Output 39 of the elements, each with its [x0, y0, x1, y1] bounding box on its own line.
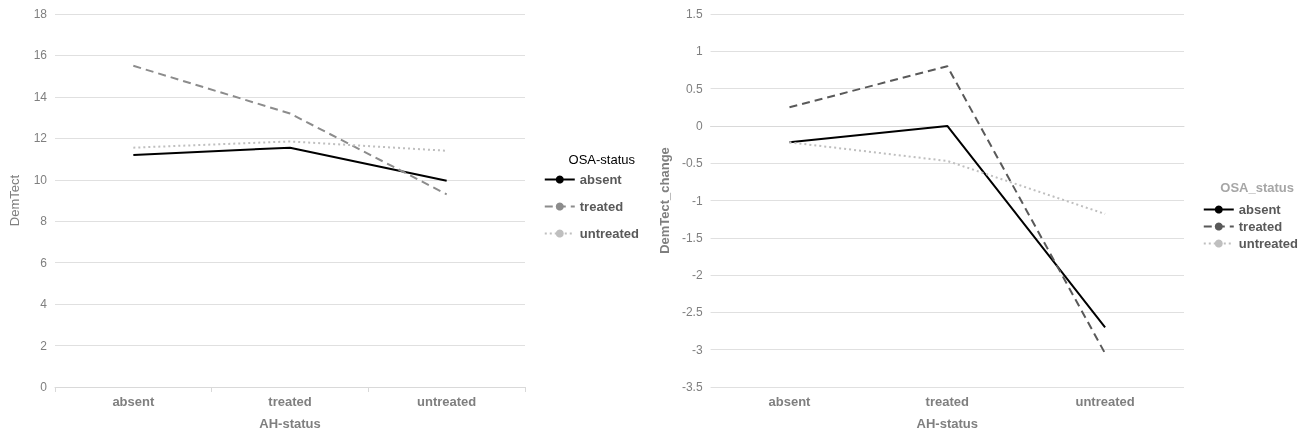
x-tick-label: untreated: [417, 394, 477, 409]
y-tick-label: 4: [40, 297, 48, 312]
y-axis-title: DemTect_change: [657, 147, 672, 254]
y-tick-label: 2: [40, 338, 48, 353]
y-tick-label: 0: [40, 380, 48, 394]
x-tick-label: untreated: [1075, 394, 1135, 409]
y-tick-label: -3: [691, 342, 703, 357]
x-tick-label: absent: [112, 394, 155, 409]
y-tick-label: 6: [40, 255, 48, 270]
x-axis-title: AH-status: [916, 416, 978, 431]
y-tick-label: -0.5: [681, 156, 703, 171]
y-tick-label: 8: [40, 214, 48, 229]
x-tick-label: absent: [768, 394, 812, 409]
legend-title: OSA-status: [568, 152, 636, 167]
legend-title: OSA_status: [1220, 180, 1295, 195]
y-tick-label: -3.5: [681, 380, 703, 394]
legend-label: treated: [579, 199, 624, 214]
legend-label: untreated: [1238, 236, 1299, 251]
y-tick-label: 1: [695, 44, 703, 59]
legend-label: absent: [579, 172, 623, 187]
x-tick-label: treated: [268, 394, 312, 409]
y-tick-label: 0: [695, 118, 703, 133]
y-tick-label: 1.5: [685, 7, 703, 21]
y-tick-label: -1.5: [681, 230, 703, 245]
y-tick-label: 12: [33, 131, 48, 146]
legend-label: absent: [1238, 202, 1282, 217]
x-axis-title: AH-status: [259, 416, 321, 431]
y-tick-label: -2.5: [681, 305, 703, 320]
y-tick-label: 0.5: [685, 81, 703, 96]
y-tick-label: -1: [691, 193, 703, 208]
y-tick-label: 16: [33, 48, 48, 63]
legend-label: treated: [1238, 219, 1283, 234]
y-tick-label: 10: [33, 172, 48, 187]
y-axis-title: DemTect: [7, 174, 22, 227]
y-tick-label: -2: [691, 268, 703, 283]
y-tick-label: 14: [33, 89, 48, 104]
y-tick-label: 18: [33, 7, 48, 21]
legend-label: untreated: [579, 226, 640, 241]
x-tick-label: treated: [925, 394, 970, 409]
